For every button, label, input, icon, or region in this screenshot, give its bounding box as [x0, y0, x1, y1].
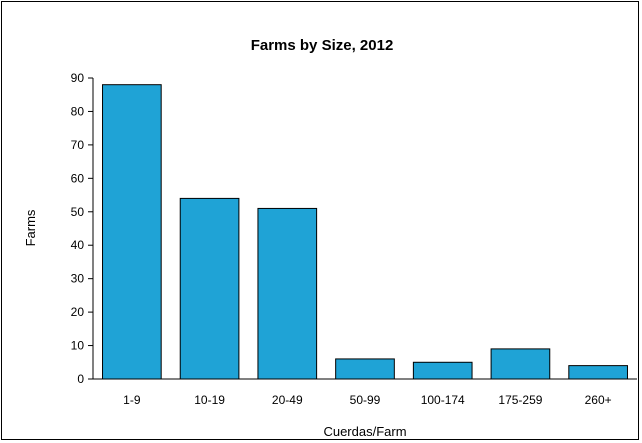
y-tick-label-20: 20 — [71, 305, 85, 319]
chart-title: Farms by Size, 2012 — [251, 37, 394, 54]
bar-50-99 — [335, 358, 395, 380]
bars-group — [102, 84, 628, 380]
y-tick-label-90: 90 — [71, 71, 85, 85]
y-tick-label-50: 50 — [71, 205, 85, 219]
x-axis-label: Cuerdas/Farm — [323, 424, 406, 439]
y-tick-label-60: 60 — [71, 171, 85, 185]
bar-10-19 — [179, 197, 240, 380]
y-tick-label-10: 10 — [71, 339, 85, 353]
x-tick-label-260+: 260+ — [585, 393, 612, 407]
x-tick-label-20-49: 20-49 — [272, 393, 303, 407]
bar-175-259 — [490, 348, 551, 380]
x-tick-label-175-259: 175-259 — [498, 393, 542, 407]
x-axis: 1-9 10-19 20-49 50-99 100-174 175-259 260+ — [93, 378, 637, 407]
bar-1-9 — [102, 84, 162, 380]
y-axis: 0 10 20 30 40 50 60 70 80 90 — [71, 71, 94, 386]
bar-20-49 — [257, 207, 318, 380]
bar-260+ — [568, 365, 628, 380]
y-tick-label-30: 30 — [71, 272, 85, 286]
y-tick-label-80: 80 — [71, 104, 85, 118]
bar-100-174 — [412, 361, 473, 380]
y-tick-label-0: 0 — [77, 372, 84, 386]
y-tick-label-40: 40 — [71, 238, 85, 252]
x-tick-label-50-99: 50-99 — [350, 393, 381, 407]
x-tick-label-100-174: 100-174 — [421, 393, 465, 407]
y-tick-label-70: 70 — [71, 138, 85, 152]
x-tick-label-10-19: 10-19 — [194, 393, 225, 407]
x-tick-label-1-9: 1-9 — [123, 393, 141, 407]
y-axis-label: Farms — [23, 209, 38, 246]
